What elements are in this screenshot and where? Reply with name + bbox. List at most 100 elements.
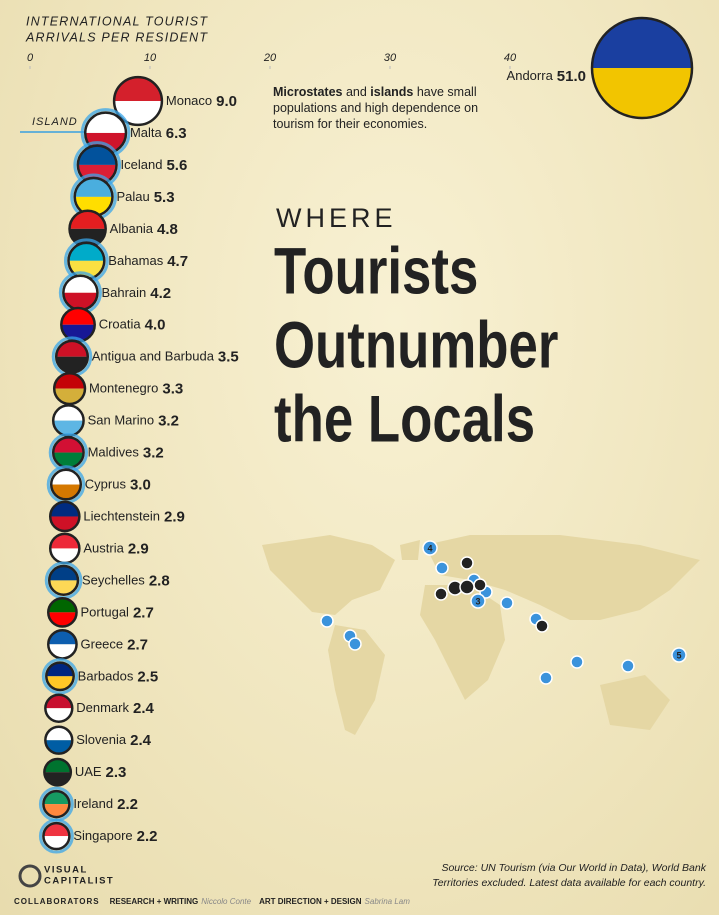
flag-dot: [60, 306, 96, 343]
credits: COLLABORATORS RESEARCH + WRITING Niccolo C…: [14, 897, 410, 906]
flag-bottom: [51, 484, 81, 500]
country-label: Monaco 9.0: [166, 93, 237, 110]
map-dot: [621, 659, 635, 673]
flag-dot: [41, 658, 79, 695]
flag-top: [50, 533, 80, 549]
country-name: Liechtenstein: [83, 509, 160, 524]
country-label: Montenegro 3.3: [89, 381, 183, 398]
country-name: Palau: [116, 189, 149, 204]
map-dot: [320, 614, 334, 628]
country-name: Barbados: [78, 669, 134, 684]
flag-top: [114, 77, 162, 101]
country-label: Barbados 2.5: [78, 668, 159, 685]
flag-ring: [44, 725, 74, 755]
country-name: Austria: [83, 541, 124, 556]
title: the Locals: [274, 382, 535, 456]
country-name: Seychelles: [82, 573, 145, 588]
map-marker: [422, 540, 438, 556]
country-label: Slovenia 2.4: [76, 732, 151, 749]
map-dot: [473, 578, 487, 592]
value-label: 2.7: [133, 604, 154, 621]
flag-bottom: [592, 68, 692, 118]
country-name: Albania: [110, 221, 154, 236]
credit: Niccolo Conte: [201, 897, 251, 906]
value-label: 4.0: [145, 317, 166, 334]
flag-bottom: [54, 388, 85, 405]
country-label: Ireland 2.2: [73, 796, 138, 813]
country-name: Slovenia: [76, 733, 127, 748]
map-dot: [348, 637, 362, 651]
source: Source: UN Tourism (via Our World in Dat…: [441, 862, 706, 874]
title: Outnumber: [274, 308, 558, 382]
flag-top: [54, 373, 85, 389]
country-name: Iceland: [121, 157, 163, 172]
country-name: Malta: [130, 125, 163, 140]
flag-bottom: [45, 708, 73, 722]
flag-dot: [51, 404, 85, 438]
flag-dot: [38, 786, 74, 822]
logo: CAPITALIST: [44, 876, 114, 887]
flag-dot: [112, 75, 164, 127]
credit: COLLABORATORS: [14, 897, 100, 906]
island-ring: [41, 658, 79, 695]
value-label: 5.6: [166, 157, 187, 174]
flag-top: [45, 694, 73, 709]
flag-top: [63, 275, 98, 293]
flag-top: [51, 469, 81, 485]
flag-ring: [43, 757, 73, 787]
value-label: 2.2: [137, 828, 158, 845]
x-tick-label: 10: [144, 52, 157, 64]
x-tick-label: 0: [27, 52, 34, 64]
flag-ring: [48, 564, 80, 596]
flag-top: [53, 437, 84, 453]
flag-top: [46, 662, 74, 677]
country-label: Singapore 2.2: [73, 828, 157, 845]
flag-bottom: [43, 836, 70, 850]
country-name: Andorra: [507, 68, 554, 83]
flag-top: [43, 791, 70, 805]
flag-bottom: [48, 644, 77, 659]
value-label: 6.3: [166, 125, 187, 142]
flag-dot: [46, 465, 86, 504]
country-name: Portugal: [81, 605, 130, 620]
country-name: Montenegro: [89, 381, 158, 396]
note-part: Microstates: [273, 85, 343, 99]
map-dot: [500, 596, 514, 610]
flag-ring: [47, 596, 78, 628]
country-label: Palau 5.3: [116, 189, 174, 206]
map-dot: [435, 561, 449, 575]
flag-dot: [48, 500, 81, 533]
flag-ring: [42, 789, 71, 819]
value-label: 9.0: [216, 93, 237, 110]
country-label: Andorra 51.0: [507, 68, 586, 85]
flag-dot: [44, 693, 74, 723]
country-label: Antigua and Barbuda 3.5: [92, 349, 239, 366]
country-name: Cyprus: [85, 477, 127, 492]
value-label: 2.4: [130, 732, 152, 749]
value-label: 3.2: [143, 445, 164, 462]
flag-top: [85, 112, 126, 133]
flag-dot: [51, 336, 93, 377]
flag-top: [53, 405, 84, 421]
country-label: Greece 2.7: [81, 636, 149, 653]
note: Microstates and islands have small popul…: [273, 84, 493, 132]
flag-bottom: [48, 612, 77, 627]
map-marker: [470, 593, 486, 609]
flag-dot: [48, 432, 89, 473]
country-name: Denmark: [76, 701, 129, 716]
country-name: Croatia: [99, 317, 142, 332]
flag-dot: [44, 561, 83, 600]
value-label: 51.0: [557, 68, 586, 85]
country-label: Bahamas 4.7: [108, 253, 188, 270]
country-name: Singapore: [73, 829, 132, 844]
country-name: Monaco: [166, 93, 212, 108]
flag-bottom: [43, 804, 70, 818]
map-marker-label: 5: [676, 650, 681, 660]
map-marker-label: 3: [475, 596, 480, 606]
value-label: 4.2: [150, 285, 171, 302]
title: Tourists: [274, 234, 478, 308]
map-marker-label: 2: [464, 582, 469, 592]
flag-dot: [47, 628, 78, 660]
flag-ring: [42, 821, 71, 851]
